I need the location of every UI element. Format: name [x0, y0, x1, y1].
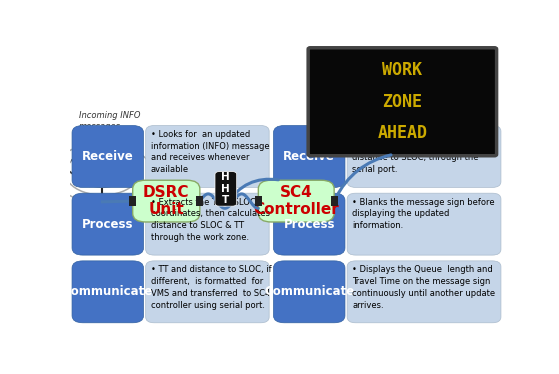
Text: • Looks for  an updated
information (INFO) message
and receives whenever
availab: • Looks for an updated information (INFO… [151, 130, 269, 174]
Text: Incoming INFO
messages: Incoming INFO messages [78, 111, 140, 131]
Text: • Blanks the message sign before
displaying the updated
information.: • Blanks the message sign before display… [352, 197, 495, 230]
Text: • Displays the Queue  length and
Travel Time on the message sign
continuously un: • Displays the Queue length and Travel T… [352, 265, 495, 310]
Text: Communicate: Communicate [264, 285, 354, 298]
FancyBboxPatch shape [347, 193, 501, 255]
Text: Serial connection: Serial connection [184, 221, 254, 230]
Text: H
H
T: H H T [221, 172, 230, 205]
Text: Process: Process [82, 218, 134, 231]
FancyBboxPatch shape [273, 126, 345, 187]
Text: SC4
Controller: SC4 Controller [253, 185, 339, 217]
FancyBboxPatch shape [72, 261, 144, 323]
FancyBboxPatch shape [215, 172, 236, 206]
FancyBboxPatch shape [72, 193, 144, 255]
FancyBboxPatch shape [347, 126, 501, 187]
FancyBboxPatch shape [258, 180, 334, 222]
Text: • Receives  HDLC packet
containing updated TT and
distance to SLOC, through the
: • Receives HDLC packet containing update… [352, 130, 479, 174]
FancyBboxPatch shape [273, 193, 345, 255]
FancyBboxPatch shape [347, 261, 501, 323]
Text: Process: Process [283, 218, 335, 231]
FancyBboxPatch shape [331, 196, 338, 206]
Text: • Extracts the TT & SLOC
coordinates, then calculates
distance to SLOC & TT
thro: • Extracts the TT & SLOC coordinates, th… [151, 197, 270, 242]
Text: DSRC
Unit: DSRC Unit [143, 185, 190, 217]
FancyBboxPatch shape [146, 261, 269, 323]
FancyBboxPatch shape [196, 196, 203, 206]
FancyBboxPatch shape [146, 126, 269, 187]
FancyBboxPatch shape [255, 196, 262, 206]
Text: WORK: WORK [382, 61, 423, 79]
Text: AHEAD: AHEAD [377, 124, 428, 142]
FancyBboxPatch shape [273, 261, 345, 323]
Text: • TT and distance to SLOC, if
different,  is formatted  for
VMS and transferred : • TT and distance to SLOC, if different,… [151, 265, 272, 310]
FancyBboxPatch shape [146, 193, 269, 255]
Text: Communicate: Communicate [63, 285, 153, 298]
Text: ZONE: ZONE [382, 93, 423, 111]
Text: Receive: Receive [283, 150, 335, 163]
FancyBboxPatch shape [308, 48, 496, 156]
FancyBboxPatch shape [72, 126, 144, 187]
FancyBboxPatch shape [132, 180, 200, 222]
Text: Receive: Receive [82, 150, 134, 163]
Text: Sign-controller
connection: Sign-controller connection [354, 198, 413, 217]
FancyBboxPatch shape [129, 196, 136, 206]
